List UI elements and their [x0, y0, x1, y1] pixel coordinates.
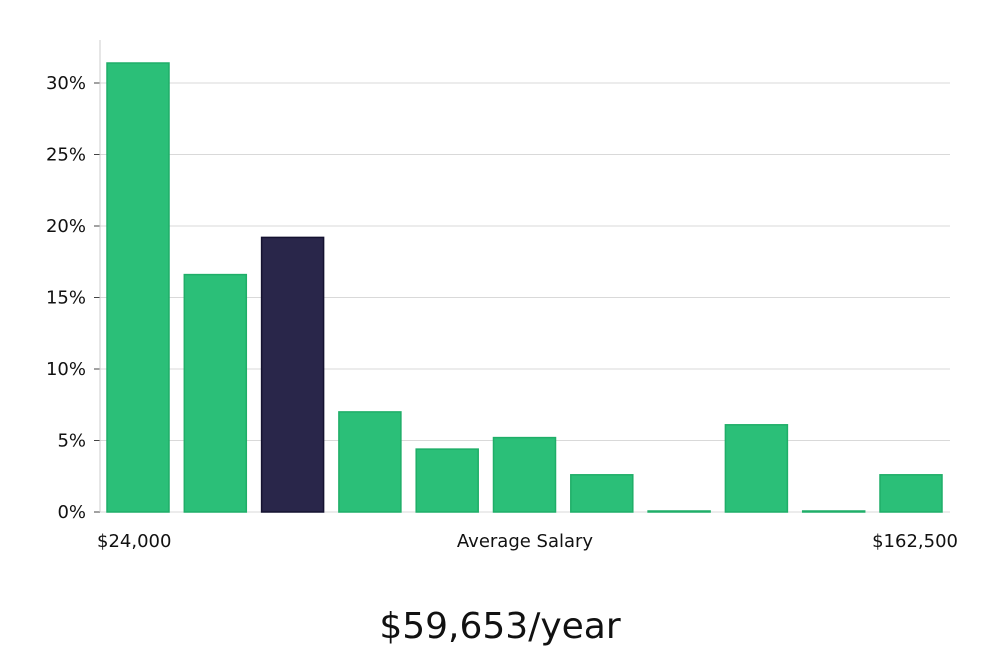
y-tick-label: 5% [57, 431, 86, 452]
histogram-bar [338, 411, 402, 513]
x-axis-title: Average Salary [457, 531, 594, 552]
y-tick-label: 10% [46, 359, 86, 380]
y-tick-label: 25% [46, 145, 86, 166]
x-start-label: $24,000 [97, 531, 171, 552]
histogram-bar [801, 510, 866, 513]
histogram-bar [570, 474, 634, 513]
average-salary-value: $59,653/year [379, 606, 621, 647]
y-tick-label: 30% [46, 73, 86, 94]
histogram-bar [492, 436, 557, 513]
bars [106, 62, 943, 513]
histogram-bar [647, 510, 711, 513]
histogram-bar [724, 424, 789, 513]
x-end-label: $162,500 [872, 531, 958, 552]
histogram-bar [183, 273, 248, 513]
y-axis-ticks: 0% 5% 10% 15% 20% 25% 30% [46, 73, 100, 523]
y-tick-label: 0% [57, 502, 86, 523]
highlighted-bar [260, 236, 325, 513]
histogram-bar [415, 448, 479, 513]
histogram-bar [106, 62, 170, 513]
histogram-bar [879, 474, 943, 513]
y-tick-label: 20% [46, 216, 86, 237]
y-tick-label: 15% [46, 288, 86, 309]
salary-histogram: 0% 5% 10% 15% 20% 25% 30% $24,000 Average Sala… [46, 40, 958, 552]
